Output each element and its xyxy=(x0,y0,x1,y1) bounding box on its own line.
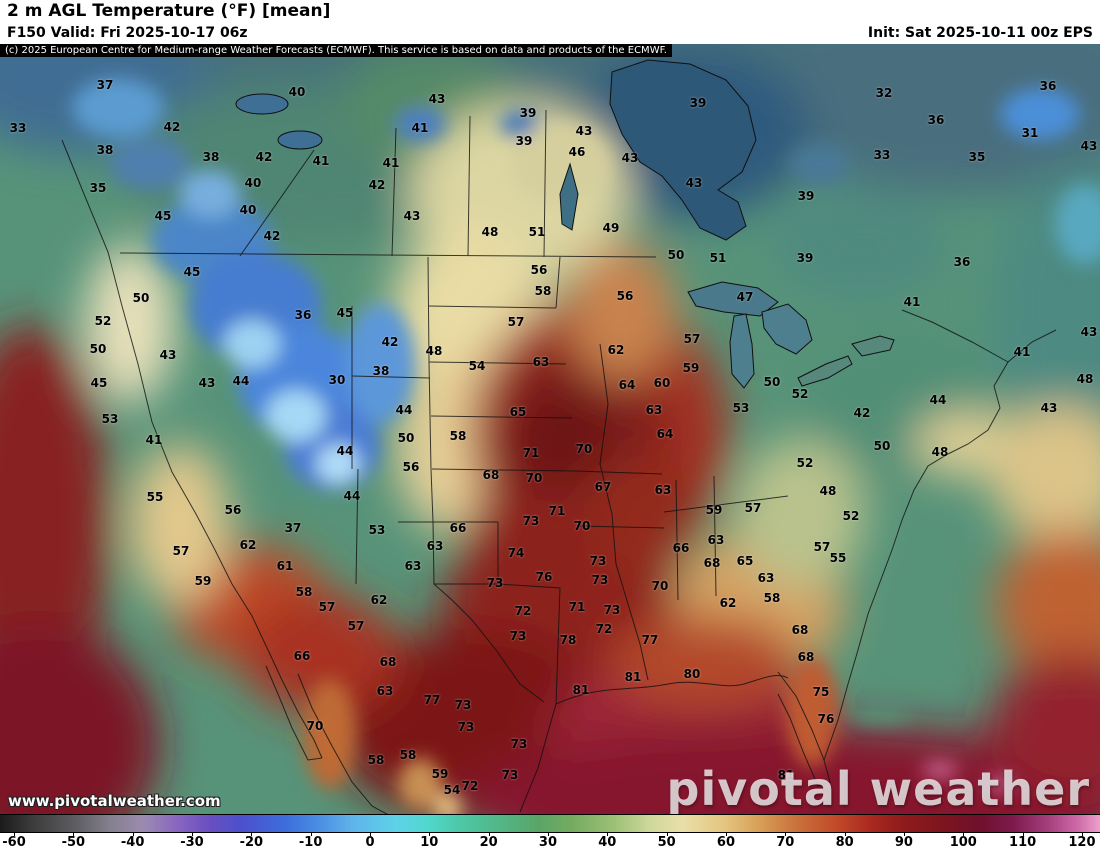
temperature-field-map xyxy=(0,44,1100,814)
colorbar-tick xyxy=(844,832,846,836)
colorbar-tick-label: 70 xyxy=(776,835,795,850)
colorbar-tick-label: 60 xyxy=(716,835,735,850)
colorbar-tick-label: -50 xyxy=(61,835,86,850)
colorbar-tick-label: 50 xyxy=(657,835,676,850)
colorbar-tick-label: -40 xyxy=(120,835,145,850)
colorbar-tick-label: -10 xyxy=(298,835,323,850)
colorbar-tick-label: -60 xyxy=(2,835,26,850)
boundaries-layer xyxy=(61,109,1057,814)
colorbar-tick-label: 20 xyxy=(479,835,498,850)
colorbar-tick-label: 110 xyxy=(1009,835,1037,850)
colorbar-tick-label: 30 xyxy=(538,835,558,850)
colorbar-tick-label: -30 xyxy=(180,835,204,850)
colorbar-tick xyxy=(369,832,371,836)
copyright-note: (c) 2025 European Centre for Medium-rang… xyxy=(0,44,672,57)
lakes-layer xyxy=(235,59,895,389)
init-time-label: Init: Sat 2025-10-11 00z EPS xyxy=(867,25,1093,41)
colorbar-tick xyxy=(429,832,431,836)
colorbar-tick xyxy=(73,832,75,836)
colorbar-tick xyxy=(666,832,668,836)
colorbar-tick xyxy=(547,832,549,836)
colorbar-tick-label: 90 xyxy=(894,835,913,850)
colorbar-gradient xyxy=(0,814,1100,833)
colorbar-tick-label: 80 xyxy=(835,835,854,850)
colorbar-tick-label: -20 xyxy=(239,835,264,850)
colorbar-tick xyxy=(191,832,193,836)
colorbar-tick xyxy=(310,832,312,836)
valid-time-label: F150 Valid: Fri 2025-10-17 06z xyxy=(7,25,248,41)
colorbar-tick xyxy=(903,832,905,836)
colorbar-tick xyxy=(1081,832,1083,836)
colorbar-tick xyxy=(488,832,490,836)
colorbar-tick-label: 120 xyxy=(1068,835,1096,850)
colorbar-tick-label: 0 xyxy=(365,835,375,850)
page-title: 2 m AGL Temperature (°F) [mean] xyxy=(7,1,331,21)
colorbar-tick xyxy=(1022,832,1024,836)
colorbar-tick xyxy=(14,832,15,836)
map-canvas: (c) 2025 European Centre for Medium-rang… xyxy=(0,44,1100,814)
colorbar-tick-label: 40 xyxy=(598,835,617,850)
colorbar-tick xyxy=(251,832,253,836)
colorbar-tick xyxy=(963,832,965,836)
colorbar-tick-label: 100 xyxy=(949,835,977,850)
temperature-colorbar: -60 -50 -40 -30 -20 -10 0 10 20 30 40 50 60 70 80 90 100… xyxy=(0,814,1100,850)
colorbar-tick xyxy=(785,832,787,836)
colorbar-tick xyxy=(607,832,609,836)
colorbar-tick xyxy=(132,832,134,836)
temperature-detail-layer xyxy=(72,78,1100,814)
colorbar-tick-label: 10 xyxy=(420,835,439,850)
colorbar-scale: -60 -50 -40 -30 -20 -10 0 10 20 30 40 50 60 70 80 90 100… xyxy=(0,832,1100,850)
colorbar-tick xyxy=(725,832,727,836)
watermark-url: www.pivotalweather.com xyxy=(8,792,221,810)
watermark-brand: pivotal weather xyxy=(666,762,1090,814)
